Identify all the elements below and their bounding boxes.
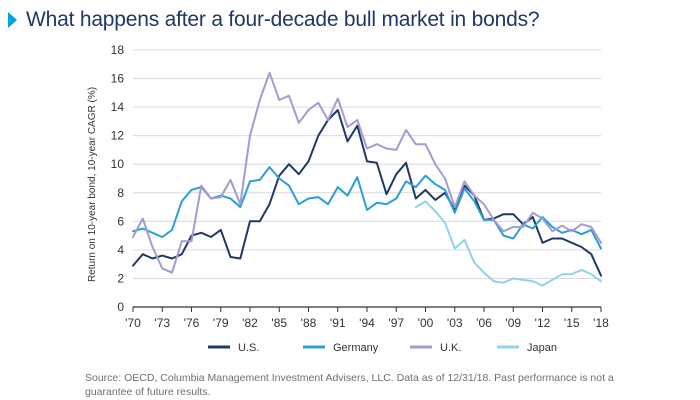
x-tick-label: '70 xyxy=(125,316,141,330)
x-tick-label: '15 xyxy=(564,316,580,330)
y-tick-label: 6 xyxy=(117,214,124,228)
y-tick-label: 14 xyxy=(111,100,125,114)
y-tick-label: 0 xyxy=(117,300,124,314)
y-tick-label: 8 xyxy=(117,186,124,200)
y-axis-title: Return on 10-year bond, 10-year CAGR (%) xyxy=(87,87,98,282)
legend-label: U.S. xyxy=(238,342,259,354)
y-tick-label: 10 xyxy=(111,157,125,171)
source-note: Source: OECD, Columbia Management Invest… xyxy=(85,372,614,398)
x-tick-label: '09 xyxy=(505,316,521,330)
x-tick-label: '91 xyxy=(330,316,346,330)
x-tick-label: '76 xyxy=(184,316,200,330)
x-tick-label: '85 xyxy=(271,316,287,330)
x-tick-label: '82 xyxy=(242,316,258,330)
legend-label: Germany xyxy=(333,342,379,354)
x-tick-label: '18 xyxy=(593,316,609,330)
y-tick-label: 12 xyxy=(111,129,125,143)
x-tick-label: '06 xyxy=(476,316,492,330)
chart-title: What happens after a four-decade bull ma… xyxy=(26,8,540,31)
x-tick-label: '73 xyxy=(154,316,170,330)
title-marker-icon xyxy=(8,12,17,28)
y-tick-label: 18 xyxy=(111,43,125,57)
series-line-germany xyxy=(132,166,602,250)
series-line-uk xyxy=(132,71,602,274)
y-tick-label: 16 xyxy=(111,72,125,86)
chart-title-bar: What happens after a four-decade bull ma… xyxy=(8,6,540,34)
legend-label: Japan xyxy=(527,342,557,354)
x-tick-label: '88 xyxy=(301,316,317,330)
series-line-japan xyxy=(414,200,602,287)
x-tick-label: '97 xyxy=(388,316,404,330)
y-tick-label: 2 xyxy=(117,271,124,285)
x-tick-label: '94 xyxy=(359,316,375,330)
y-tick-label: 4 xyxy=(117,243,124,257)
x-tick-label: '03 xyxy=(447,316,463,330)
x-tick-label: '12 xyxy=(535,316,551,330)
x-tick-label: '00 xyxy=(418,316,434,330)
x-tick-label: '79 xyxy=(213,316,229,330)
legend-label: U.K. xyxy=(440,342,461,354)
line-chart: 0 2 4 6 8 10 12 14 16 18 '70 '73 '76 '79 '82 '85 '88 '91 '… xyxy=(87,43,609,354)
